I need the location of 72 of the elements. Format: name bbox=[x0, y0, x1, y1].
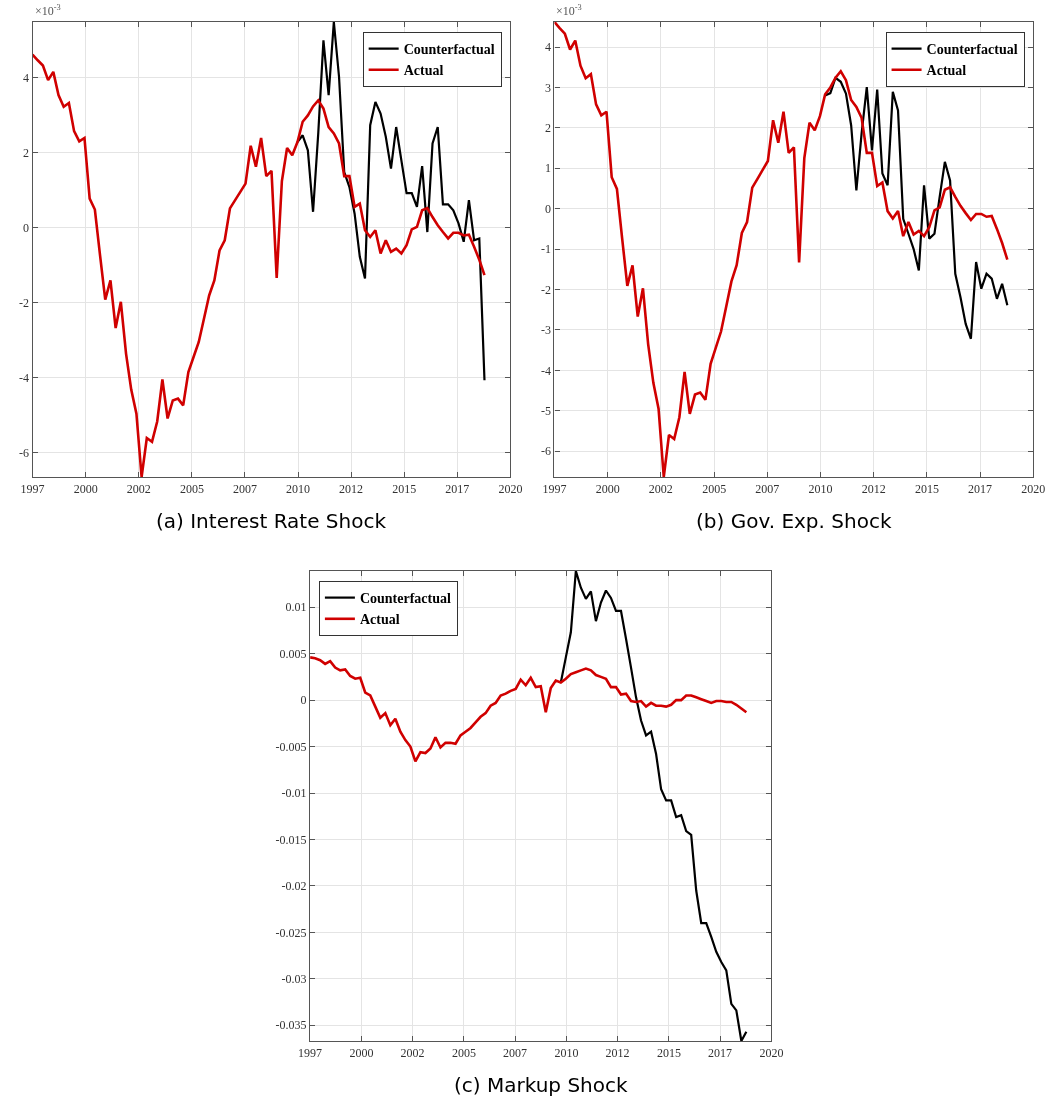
x-tick-label: 2007 bbox=[232, 481, 257, 496]
y-tick-label: -0.025 bbox=[275, 925, 307, 940]
x-tick-label: 2015 bbox=[656, 1045, 681, 1060]
y-tick-label: 4 bbox=[23, 71, 30, 86]
y-tick-label: -6 bbox=[19, 446, 30, 461]
x-tick-label: 2020 bbox=[498, 481, 523, 496]
x-tick-label: 1997 bbox=[298, 1045, 323, 1060]
y-tick-label: -0.035 bbox=[275, 1018, 307, 1033]
x-tick-label: 2005 bbox=[179, 481, 204, 496]
legend-label: Actual bbox=[403, 63, 444, 79]
y-tick-label: 0 bbox=[300, 693, 307, 708]
y-tick-label: 0.005 bbox=[279, 646, 307, 661]
x-tick-label: 2012 bbox=[861, 481, 886, 496]
y-tick-label: -5 bbox=[540, 403, 551, 418]
y-tick-label: -1 bbox=[540, 242, 551, 257]
x-tick-label: 2015 bbox=[914, 481, 939, 496]
y-tick-label: 0.01 bbox=[285, 600, 307, 615]
x-tick-label: 2000 bbox=[349, 1045, 374, 1060]
x-tick-label: 2000 bbox=[73, 481, 98, 496]
legend-label: Counterfactual bbox=[359, 591, 451, 607]
x-tick-label: 2020 bbox=[1021, 481, 1046, 496]
line-series bbox=[559, 571, 748, 1041]
y-tick-label: -0.005 bbox=[275, 739, 307, 754]
x-tick-label: 2010 bbox=[554, 1045, 579, 1060]
x-tick-label: 2005 bbox=[451, 1045, 476, 1060]
x-tick-label: 2017 bbox=[968, 481, 993, 496]
x-tick-label: 2020 bbox=[759, 1045, 784, 1060]
y-tick-label: -0.02 bbox=[281, 879, 307, 894]
y-tick-label: -2 bbox=[19, 296, 30, 311]
y-tick-label: -3 bbox=[540, 323, 551, 338]
legend-label: Counterfactual bbox=[403, 42, 495, 58]
x-tick-label: 2000 bbox=[595, 481, 620, 496]
x-tick-label: 2010 bbox=[286, 481, 311, 496]
y-tick-label: -6 bbox=[540, 444, 551, 459]
x-tick-label: 2005 bbox=[702, 481, 727, 496]
x-tick-label: 2002 bbox=[400, 1045, 425, 1060]
text: ×10$^{-3}$ bbox=[35, 3, 61, 19]
text: (c) Markup Shock bbox=[454, 1073, 628, 1097]
y-tick-label: 3 bbox=[544, 80, 551, 95]
y-tick-label: 2 bbox=[544, 121, 551, 136]
y-tick-label: -0.01 bbox=[281, 786, 307, 801]
line-series bbox=[32, 53, 486, 477]
y-tick-label: 1 bbox=[544, 161, 551, 176]
y-tick-label: 4 bbox=[544, 40, 551, 55]
x-tick-label: 2002 bbox=[648, 481, 673, 496]
y-tick-label: -2 bbox=[540, 282, 551, 297]
x-tick-label: 2002 bbox=[126, 481, 151, 496]
x-tick-label: 2007 bbox=[503, 1045, 528, 1060]
legend-label: Actual bbox=[926, 63, 967, 79]
text: (b) Gov. Exp. Shock bbox=[696, 509, 892, 533]
y-tick-label: 0 bbox=[544, 201, 551, 216]
text: (a) Interest Rate Shock bbox=[156, 509, 387, 533]
y-tick-label: -4 bbox=[540, 363, 551, 378]
x-tick-label: 1997 bbox=[542, 481, 567, 496]
x-tick-label: 2015 bbox=[392, 481, 417, 496]
y-tick-label: 2 bbox=[23, 146, 30, 161]
x-tick-label: 2017 bbox=[445, 481, 470, 496]
line-series bbox=[310, 656, 748, 763]
x-tick-label: 2010 bbox=[808, 481, 833, 496]
x-tick-label: 1997 bbox=[20, 481, 45, 496]
legend-label: Actual bbox=[359, 612, 400, 628]
legend-label: Counterfactual bbox=[926, 42, 1018, 58]
x-tick-label: 2017 bbox=[708, 1045, 733, 1060]
x-tick-label: 2007 bbox=[755, 481, 780, 496]
y-tick-label: -4 bbox=[19, 371, 30, 386]
x-tick-label: 2012 bbox=[339, 481, 364, 496]
y-tick-label: -0.015 bbox=[275, 832, 307, 847]
x-tick-label: 2012 bbox=[605, 1045, 630, 1060]
y-tick-label: 0 bbox=[23, 221, 30, 236]
text: ×10$^{-3}$ bbox=[556, 3, 582, 19]
y-tick-label: -0.03 bbox=[281, 971, 307, 986]
line-series bbox=[824, 76, 1009, 340]
